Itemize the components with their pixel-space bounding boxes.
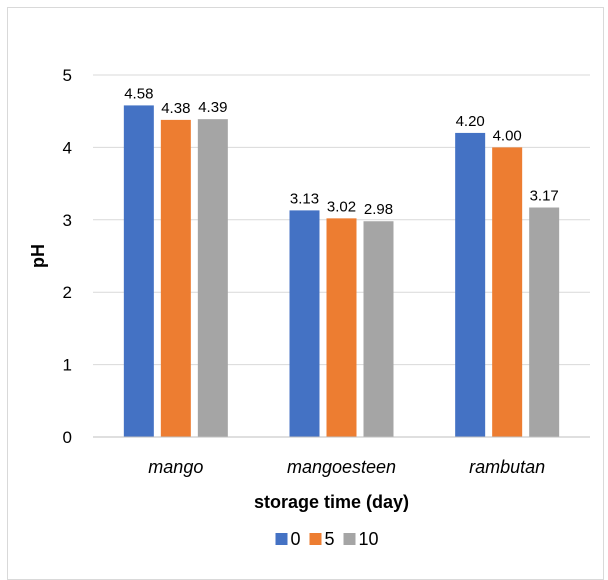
- data-label: 3.02: [327, 198, 356, 215]
- legend-swatch-10: [343, 533, 356, 545]
- legend-swatch-0: [275, 533, 288, 545]
- y-axis-title: pH: [28, 244, 48, 268]
- bar-mango-series-5: [160, 119, 191, 437]
- y-tick-label: 3: [63, 211, 72, 230]
- legend-label: 10: [359, 529, 379, 549]
- data-label: 3.13: [290, 190, 319, 207]
- y-tick-label: 5: [63, 66, 72, 85]
- legend: 0 5 10: [275, 529, 379, 549]
- data-label: 4.00: [493, 127, 522, 144]
- data-label: 4.20: [456, 113, 485, 130]
- legend-label: 5: [325, 529, 335, 549]
- x-category-label: rambutan: [469, 457, 545, 477]
- x-category-label: mangoesteen: [287, 457, 396, 477]
- data-label: 4.39: [198, 99, 227, 116]
- bar-rambutan-series-5: [492, 147, 523, 437]
- y-tick-label: 0: [63, 428, 72, 447]
- y-axis-ticks: 0 1 2 3 4 5: [63, 66, 72, 447]
- x-axis-categories: mango mangoesteen rambutan: [148, 457, 545, 477]
- bars: [123, 105, 560, 438]
- data-label: 4.58: [124, 85, 153, 102]
- x-axis-title: storage time (day): [254, 492, 409, 512]
- data-labels: 4.58 4.38 4.39 3.13 3.02 2.98 4.20 4.00 3.17: [124, 85, 559, 218]
- bar-mangoesteen-series-0: [289, 210, 320, 437]
- y-tick-label: 1: [63, 356, 72, 375]
- legend-swatch-5: [309, 533, 322, 545]
- bar-mangoesteen-series-5: [326, 218, 357, 437]
- data-label: 4.38: [161, 100, 190, 117]
- bar-rambutan-series-0: [455, 132, 486, 438]
- bar-rambutan-series-10: [529, 207, 560, 437]
- data-label: 3.17: [530, 187, 559, 204]
- bar-mango-series-0: [123, 105, 154, 438]
- legend-label: 0: [291, 529, 301, 549]
- bar-mangoesteen-series-10: [363, 221, 394, 437]
- x-category-label: mango: [148, 457, 203, 477]
- y-tick-label: 4: [63, 138, 72, 157]
- bar-mango-series-10: [197, 119, 228, 437]
- data-label: 2.98: [364, 201, 393, 218]
- y-tick-label: 2: [63, 283, 72, 302]
